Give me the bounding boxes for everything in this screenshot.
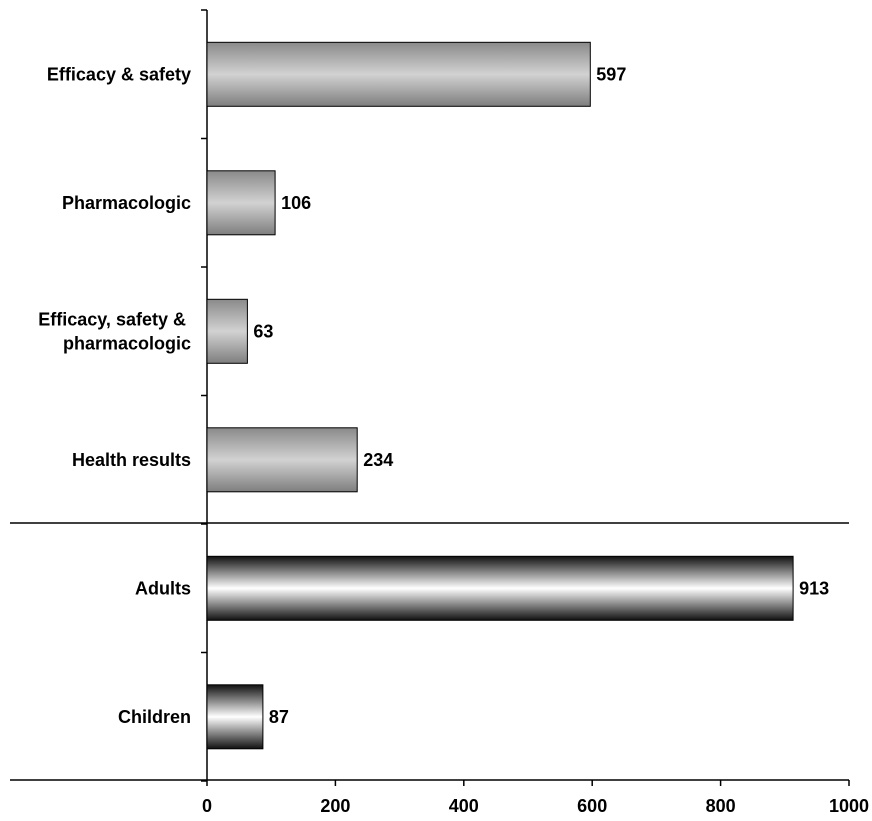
category-label-line: Children: [118, 707, 191, 727]
category-label-line: Health results: [72, 450, 191, 470]
x-axis-ticks: 0 200 400 600 800 1000: [202, 780, 869, 816]
category-label-adults: Adults: [135, 578, 191, 598]
category-label-efficacy-safety: Efficacy & safety: [47, 64, 191, 84]
bar-adults: [206, 555, 794, 621]
bar-children: [206, 684, 264, 750]
category-label-line: Efficacy, safety &: [38, 309, 186, 329]
category-label-efficacy-safety-pharmacologic: Efficacy, safety & pharmacologic: [38, 309, 191, 353]
x-tick-label: 600: [577, 796, 607, 816]
category-label-line: Adults: [135, 578, 191, 598]
x-tick-label: 800: [706, 796, 736, 816]
value-label-health-results: 234: [363, 450, 393, 470]
value-label-efficacy-safety: 597: [596, 64, 626, 84]
value-label-pharmacologic: 106: [281, 193, 311, 213]
x-tick-label: 1000: [829, 796, 869, 816]
category-label-children: Children: [118, 707, 191, 727]
x-tick-label: 0: [202, 796, 212, 816]
category-label-line: Pharmacologic: [62, 193, 191, 213]
category-label-health-results: Health results: [72, 450, 191, 470]
bar-efficacy-safety-pharmacologic: [206, 298, 248, 364]
category-label-line: pharmacologic: [63, 333, 191, 353]
value-label-efficacy-safety-pharmacologic: 63: [253, 321, 273, 341]
x-tick-label: 200: [320, 796, 350, 816]
value-label-children: 87: [269, 707, 289, 727]
value-label-adults: 913: [799, 578, 829, 598]
bar-efficacy-safety: [206, 41, 591, 107]
y-axis-ticks: [201, 9, 207, 782]
category-label-line: Efficacy & safety: [47, 64, 191, 84]
category-label-pharmacologic: Pharmacologic: [62, 193, 191, 213]
bar-pharmacologic: [206, 170, 276, 236]
bar-health-results: [206, 427, 358, 493]
x-tick-label: 400: [449, 796, 479, 816]
